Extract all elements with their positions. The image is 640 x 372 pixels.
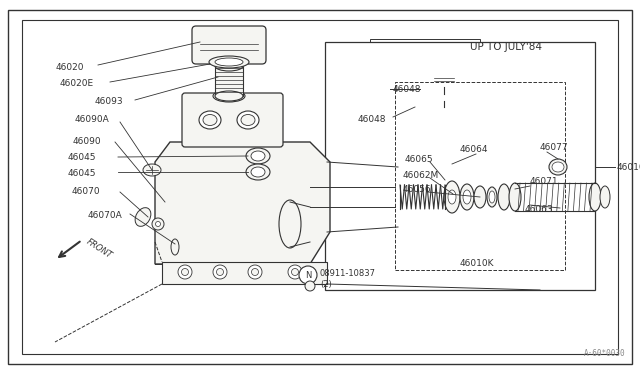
- Text: UP TO JULY'84: UP TO JULY'84: [470, 42, 542, 52]
- Circle shape: [291, 269, 298, 276]
- FancyBboxPatch shape: [192, 26, 266, 64]
- Bar: [215, 66, 243, 96]
- FancyBboxPatch shape: [182, 93, 283, 147]
- Text: 46048: 46048: [393, 84, 422, 93]
- Text: 08911-10837: 08911-10837: [320, 269, 376, 278]
- Ellipse shape: [199, 111, 221, 129]
- Ellipse shape: [246, 164, 270, 180]
- Text: 46090: 46090: [73, 137, 102, 145]
- Text: 46070A: 46070A: [88, 212, 123, 221]
- Text: 46045: 46045: [68, 153, 97, 161]
- Ellipse shape: [213, 90, 245, 102]
- Ellipse shape: [135, 208, 151, 226]
- Text: 46056: 46056: [403, 185, 431, 193]
- Circle shape: [288, 265, 302, 279]
- Ellipse shape: [143, 164, 161, 176]
- Text: 46045: 46045: [68, 169, 97, 177]
- Text: 46010: 46010: [617, 163, 640, 171]
- Ellipse shape: [589, 183, 601, 211]
- Ellipse shape: [549, 159, 567, 175]
- Bar: [370, 39, 480, 104]
- Ellipse shape: [439, 113, 449, 119]
- Text: 46077: 46077: [540, 142, 568, 151]
- Bar: [325, 42, 595, 290]
- Ellipse shape: [487, 187, 497, 207]
- Ellipse shape: [440, 93, 448, 99]
- Ellipse shape: [209, 56, 249, 68]
- Circle shape: [178, 265, 192, 279]
- Ellipse shape: [439, 106, 449, 112]
- Ellipse shape: [246, 148, 270, 164]
- Ellipse shape: [463, 190, 471, 204]
- Ellipse shape: [509, 183, 521, 211]
- Text: 46048: 46048: [358, 115, 387, 124]
- Bar: [162, 262, 327, 284]
- Circle shape: [156, 221, 161, 227]
- Text: FRONT: FRONT: [85, 237, 114, 261]
- Polygon shape: [155, 142, 330, 264]
- Ellipse shape: [498, 184, 510, 210]
- Text: (2): (2): [320, 280, 332, 289]
- Text: 46064: 46064: [460, 145, 488, 154]
- Ellipse shape: [444, 181, 460, 213]
- Circle shape: [248, 265, 262, 279]
- Ellipse shape: [437, 112, 451, 120]
- Circle shape: [252, 269, 259, 276]
- Ellipse shape: [237, 111, 259, 129]
- Circle shape: [182, 269, 189, 276]
- Ellipse shape: [251, 167, 265, 177]
- Text: N: N: [305, 270, 311, 279]
- Ellipse shape: [215, 58, 243, 66]
- Ellipse shape: [474, 186, 486, 208]
- FancyBboxPatch shape: [428, 63, 460, 89]
- Circle shape: [299, 266, 317, 284]
- Ellipse shape: [203, 115, 217, 125]
- Ellipse shape: [241, 115, 255, 125]
- Text: 46071: 46071: [530, 177, 559, 186]
- Bar: [22, 20, 618, 354]
- Circle shape: [152, 218, 164, 230]
- Text: 46020E: 46020E: [60, 80, 94, 89]
- Text: 46065: 46065: [405, 154, 434, 164]
- Ellipse shape: [552, 162, 564, 172]
- Ellipse shape: [279, 200, 301, 248]
- Text: A·60*0030: A·60*0030: [584, 349, 625, 358]
- Ellipse shape: [600, 186, 610, 208]
- Bar: [395, 82, 565, 270]
- Text: 46090A: 46090A: [75, 115, 109, 125]
- Ellipse shape: [448, 190, 456, 204]
- Ellipse shape: [171, 239, 179, 255]
- Circle shape: [305, 281, 315, 291]
- Ellipse shape: [215, 91, 243, 101]
- Circle shape: [213, 265, 227, 279]
- Ellipse shape: [215, 61, 243, 71]
- Text: 46093: 46093: [95, 97, 124, 106]
- Circle shape: [216, 269, 223, 276]
- Text: 46063: 46063: [525, 205, 554, 215]
- Text: 46070: 46070: [72, 186, 100, 196]
- Text: 46020: 46020: [56, 62, 84, 71]
- Text: 46062M: 46062M: [403, 170, 439, 180]
- Ellipse shape: [489, 191, 495, 203]
- Ellipse shape: [460, 184, 474, 210]
- Ellipse shape: [251, 151, 265, 161]
- Text: 46010K: 46010K: [460, 260, 495, 269]
